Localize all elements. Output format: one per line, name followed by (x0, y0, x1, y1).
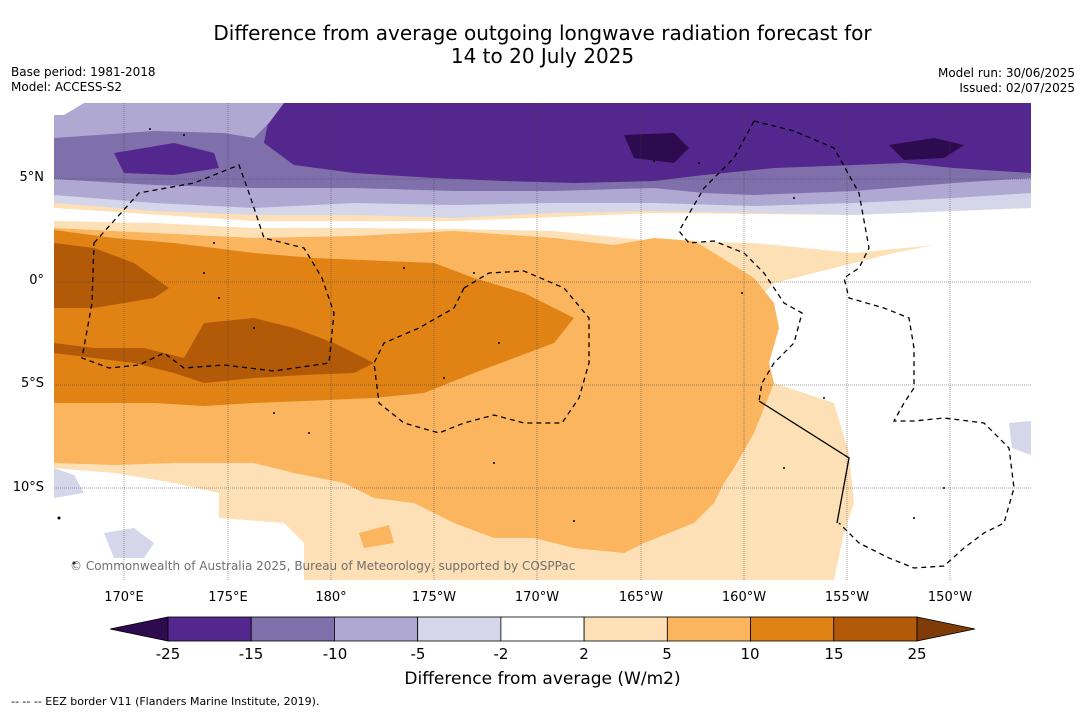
lon-label-175e: 175°E (208, 590, 248, 605)
patch-lightpurple-nw (54, 103, 284, 138)
colorbar-extend-high (916, 616, 976, 642)
colorbar-segment (334, 616, 419, 642)
lat-label-0: 0° (29, 273, 44, 288)
eez-legend: -- -- -- EEZ border V11 (Flanders Marine… (11, 695, 320, 708)
copyright-text: © Commonwealth of Australia 2025, Bureau… (70, 559, 576, 573)
colorbar-segment (583, 616, 668, 642)
model-run: Model run: 30/06/2025 (937, 66, 1075, 80)
patch-purple-west (114, 143, 219, 175)
colorbar-tick-15: 15 (824, 645, 844, 663)
issued-date: Issued: 02/07/2025 (959, 81, 1075, 95)
colorbar-extend-low (109, 616, 169, 642)
band-15-25-b (54, 318, 374, 383)
colorbar-segment (167, 616, 252, 642)
eez-line-islands (753, 120, 1015, 569)
colorbar-tick-25: 25 (907, 645, 927, 663)
eez-phoenix (373, 270, 590, 434)
colorbar-segment (666, 616, 751, 642)
patch-orange-small (359, 525, 394, 548)
colorbar-tick-m15: -15 (238, 645, 264, 663)
patch-lavender-2 (54, 468, 84, 498)
lon-label-170e: 170°E (104, 590, 144, 605)
title-line-1: Difference from average outgoing longwav… (213, 21, 872, 45)
patch-darkpurple-1 (624, 133, 689, 163)
anomaly-map (54, 103, 1031, 580)
patch-lavender-3 (1009, 421, 1031, 455)
colorbar-segment (750, 616, 835, 642)
patch-lavender-1 (104, 528, 154, 558)
band-neutral-north (54, 203, 1031, 253)
lon-label-180: 180° (315, 590, 347, 605)
colorbar-tick-m5: -5 (410, 645, 426, 663)
patch-darkpurple-2 (889, 138, 964, 160)
eez-solid-segment (758, 400, 850, 524)
band-15-25 (54, 243, 169, 308)
lat-label-5s: 5°S (20, 376, 44, 391)
lon-label-155w: 155°W (824, 590, 870, 605)
model-name: Model: ACCESS-S2 (11, 80, 123, 94)
colorbar-tick-2: 2 (579, 645, 589, 663)
base-period: Base period: 1981-2018 (11, 65, 156, 79)
colorbar-segment (833, 616, 918, 642)
colorbar (109, 616, 976, 642)
colorbar-tick-5: 5 (662, 645, 672, 663)
lon-label-150w: 150°W (927, 590, 973, 605)
colorbar-segment (500, 616, 585, 642)
islands (57, 128, 945, 565)
colorbar-tick-m10: -10 (322, 645, 348, 663)
lat-label-10s: 10°S (12, 480, 44, 495)
colorbar-tick-m2: -2 (493, 645, 509, 663)
title-line-2: 14 to 20 July 2025 (450, 44, 635, 68)
lat-label-5n: 5°N (19, 170, 45, 185)
map-title: Difference from average outgoing longwav… (0, 22, 1085, 68)
colorbar-label: Difference from average (W/m2) (404, 669, 681, 689)
patch-white-nw (54, 103, 84, 115)
meta-left: Base period: 1981-2018 Model: ACCESS-S2 (11, 65, 156, 95)
eez-kiribati-gilberts (81, 164, 335, 372)
colorbar-tick-10: 10 (740, 645, 760, 663)
colorbar-tick-m25: -25 (155, 645, 181, 663)
lon-label-170w: 170°W (514, 590, 560, 605)
eez-borders (81, 120, 1015, 569)
meta-right: Model run: 30/06/2025 Issued: 02/07/2025 (938, 66, 1075, 96)
band-neutral-east (744, 213, 1031, 580)
eez-line-inner (678, 120, 803, 402)
map-area (54, 103, 1031, 580)
lon-label-175w: 175°W (411, 590, 457, 605)
colorbar-segment (250, 616, 335, 642)
lon-label-165w: 165°W (618, 590, 664, 605)
colorbar-segment (417, 616, 502, 642)
lon-label-160w: 160°W (721, 590, 767, 605)
